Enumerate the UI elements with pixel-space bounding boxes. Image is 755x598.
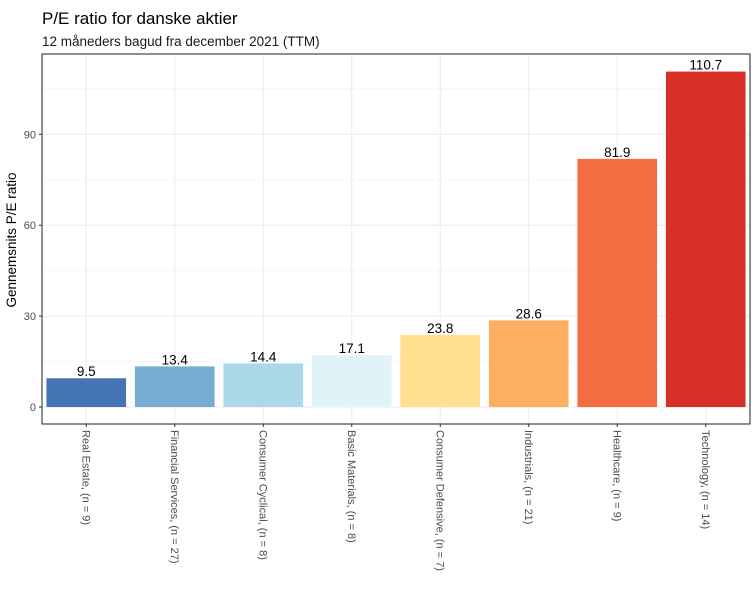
axes: 0 30 60 90 Real Estate, (n = 9) Financial Ser… bbox=[24, 129, 711, 571]
data-labels: 9.5 13.4 14.4 17.1 23.8 28.6 81.9 110.7 bbox=[77, 58, 722, 380]
data-label: 9.5 bbox=[77, 364, 96, 379]
bar bbox=[311, 355, 392, 408]
bar bbox=[665, 71, 746, 408]
x-tick-label: Industrials, (n = 21) bbox=[522, 430, 534, 524]
x-tick-label: Technology, (n = 14) bbox=[699, 430, 711, 529]
data-label: 13.4 bbox=[162, 352, 189, 367]
bar bbox=[400, 334, 481, 408]
data-label: 23.8 bbox=[427, 321, 453, 336]
bar bbox=[134, 366, 215, 408]
x-tick-label: Basic Materials, (n = 8) bbox=[345, 430, 357, 543]
plot-panel-border bbox=[41, 53, 751, 425]
x-tick-label: Consumer Cyclical, (n = 8) bbox=[256, 430, 268, 560]
data-label: 28.6 bbox=[516, 306, 542, 321]
y-tick-label: 0 bbox=[30, 402, 36, 414]
x-tick-label: Real Estate, (n = 9) bbox=[79, 430, 91, 525]
bar bbox=[488, 320, 569, 408]
data-label: 110.7 bbox=[689, 58, 722, 73]
data-label: 14.4 bbox=[250, 349, 277, 364]
bar bbox=[223, 363, 304, 408]
y-tick-label: 90 bbox=[24, 129, 36, 141]
x-tick-label: Financial Services, (n = 27) bbox=[168, 430, 180, 564]
x-tick-label: Consumer Defensive, (n = 7) bbox=[433, 430, 445, 571]
bar bbox=[46, 378, 127, 408]
chart-subtitle: 12 måneders bagud fra december 2021 (TTM… bbox=[42, 34, 320, 49]
data-label: 81.9 bbox=[604, 145, 630, 160]
data-label: 17.1 bbox=[339, 341, 365, 356]
bars bbox=[46, 71, 746, 408]
bar bbox=[577, 158, 658, 408]
x-tick-label: Healthcare, (n = 9) bbox=[610, 430, 622, 521]
chart-title: P/E ratio for danske aktier bbox=[42, 9, 238, 28]
y-tick-label: 60 bbox=[24, 220, 36, 232]
y-axis-label: Gennemsnits P/E ratio bbox=[4, 172, 19, 307]
y-tick-label: 30 bbox=[24, 311, 36, 323]
